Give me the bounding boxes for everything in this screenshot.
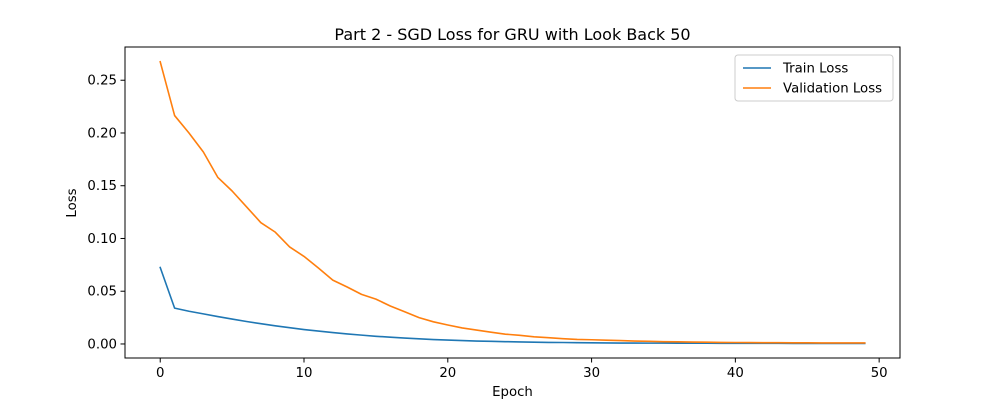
y-tick-label: 0.20 bbox=[87, 126, 117, 141]
y-tick-label: 0.15 bbox=[87, 179, 117, 194]
x-tick-label: 10 bbox=[296, 366, 313, 381]
x-tick-label: 20 bbox=[439, 366, 456, 381]
x-tick-label: 40 bbox=[727, 366, 744, 381]
y-tick-label: 0.00 bbox=[87, 337, 117, 352]
x-axis-ticks: 0 10 20 30 40 50 bbox=[156, 358, 888, 381]
series-line-train-loss bbox=[159, 266, 866, 345]
legend: Train Loss Validation Loss bbox=[734, 54, 894, 102]
y-axis-label: Loss bbox=[65, 188, 80, 217]
x-axis-label: Epoch bbox=[492, 385, 533, 400]
axes-frame bbox=[124, 46, 901, 359]
x-tick-label: 0 bbox=[156, 366, 164, 381]
chart-title: Part 2 - SGD Loss for GRU with Look Back… bbox=[334, 25, 690, 44]
series-line-validation-loss bbox=[159, 60, 866, 344]
legend-label: Validation Loss bbox=[783, 82, 882, 97]
x-tick-label: 30 bbox=[583, 366, 600, 381]
x-tick-label: 50 bbox=[871, 366, 888, 381]
y-tick-label: 0.10 bbox=[87, 232, 117, 247]
y-tick-label: 0.05 bbox=[87, 285, 117, 300]
legend-box bbox=[734, 54, 894, 102]
y-axis-ticks: 0.00 0.05 0.10 0.15 0.20 0.25 bbox=[87, 74, 125, 352]
y-tick-label: 0.25 bbox=[87, 74, 117, 89]
legend-label: Train Loss bbox=[782, 62, 848, 77]
series-layer bbox=[159, 60, 866, 345]
